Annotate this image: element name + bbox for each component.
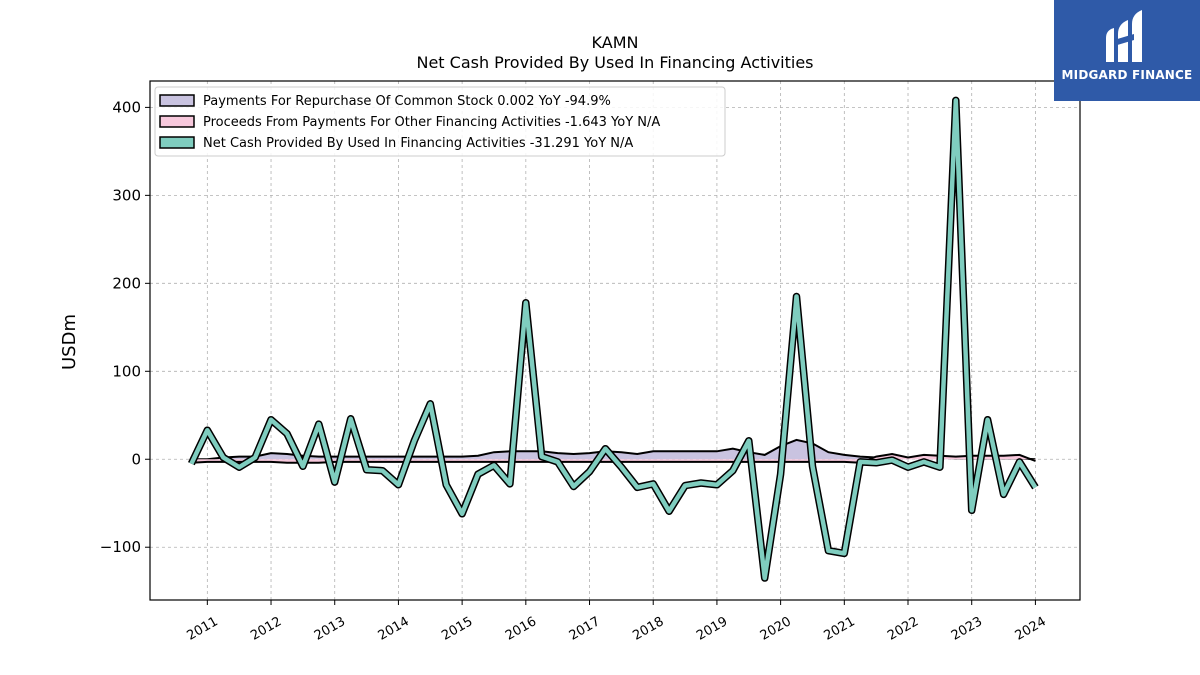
series-area: [191, 454, 1036, 463]
legend-label: Payments For Repurchase Of Common Stock …: [203, 94, 611, 109]
legend-swatch: [159, 115, 195, 128]
x-tick-label: 2020: [758, 614, 794, 644]
legend: Payments For Repurchase Of Common Stock …: [154, 86, 726, 157]
y-tick-label: 100: [112, 362, 141, 380]
x-tick-label: 2024: [1013, 614, 1049, 644]
legend-swatch: [159, 136, 195, 149]
y-tick-label: 300: [112, 186, 141, 204]
brand-logo: MIDGARD FINANCE: [1054, 0, 1200, 101]
legend-label: Net Cash Provided By Used In Financing A…: [203, 136, 633, 151]
series-line: [189, 98, 1038, 581]
legend-label: Proceeds From Payments For Other Financi…: [203, 115, 660, 130]
brand-name: MIDGARD FINANCE: [1061, 68, 1193, 82]
y-tick-label: 400: [112, 98, 141, 116]
x-tick-label: 2016: [503, 614, 539, 644]
x-tick-label: 2018: [630, 614, 666, 644]
x-tick-label: 2019: [694, 614, 730, 644]
plot-series: [188, 96, 1039, 582]
x-tick-label: 2013: [312, 614, 348, 644]
x-tick-label: 2017: [567, 614, 603, 644]
chart-title: KAMN: [592, 33, 639, 52]
x-tick-label: 2011: [184, 614, 220, 644]
series-area: [191, 439, 1036, 460]
plot-frame: [149, 80, 1081, 601]
x-tick-label: 2021: [821, 614, 857, 644]
x-tick-label: 2014: [376, 614, 412, 644]
grid: [150, 81, 1080, 600]
brand-mark-icon: [1106, 10, 1142, 62]
x-tick-label: 2015: [439, 614, 475, 644]
y-axis-label: USDm: [59, 314, 80, 370]
legend-swatch: [159, 94, 195, 107]
series-line-outline: [188, 96, 1039, 582]
chart-subtitle: Net Cash Provided By Used In Financing A…: [416, 53, 813, 72]
legend-box: [154, 86, 726, 157]
y-tick-label: 200: [112, 274, 141, 292]
x-tick-label: 2022: [885, 614, 921, 644]
y-tick-label: −100: [100, 538, 141, 556]
x-tick-label: 2012: [248, 614, 284, 644]
x-tick-label: 2023: [949, 614, 985, 644]
y-tick-label: 0: [131, 450, 141, 468]
